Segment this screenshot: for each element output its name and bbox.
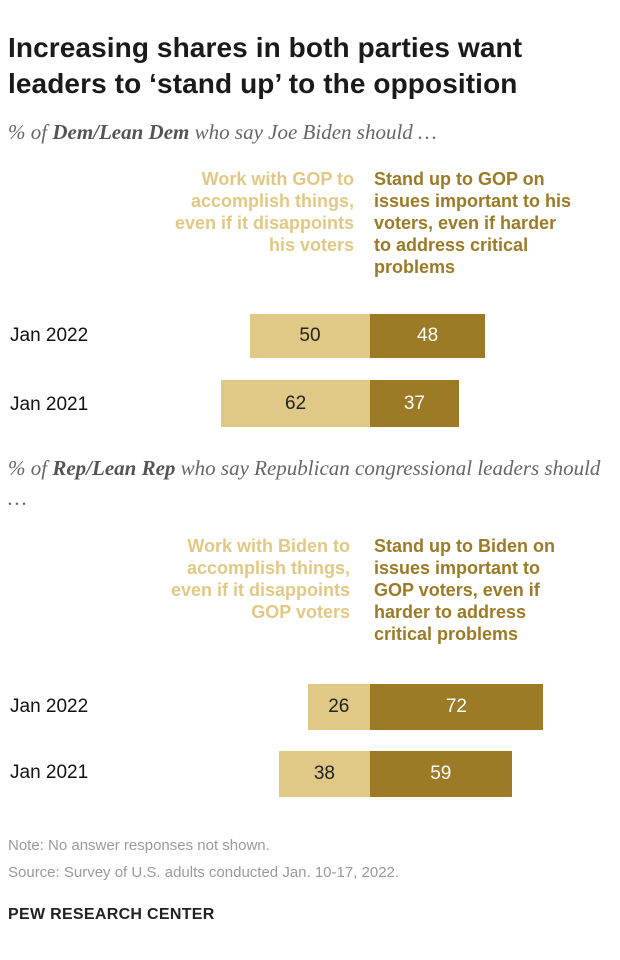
panel1-legend-left: Work with GOP to accomplish things, even… [94,168,354,256]
panel1-row-label-1: Jan 2022 [10,325,89,346]
legend-line: problems [374,257,456,277]
legend-line: critical problems [374,624,519,644]
bar-stand-up: 37 [370,380,459,427]
legend-line: Stand up to GOP on [374,169,545,189]
pew-logo-text: PEW RESEARCH CENTER [8,906,215,923]
bar-work-with: 38 [278,751,370,797]
panel2-subtitle-post: who say Republican congressional leaders… [8,456,601,510]
chart-title: Increasing shares in both parties want l… [8,32,523,99]
panel2-subtitle: % of Rep/Lean Rep who say Republican con… [8,453,612,513]
panel1-subtitle-pre: % of [8,120,53,144]
chart-note: Note: No answer responses not shown. [8,837,270,854]
bar-work-with: 26 [307,684,370,730]
legend-line: harder to address [374,602,527,622]
legend-line: GOP voters [251,602,350,622]
legend-line: even if it disappoints [174,213,354,233]
legend-line: voters, even if harder [374,213,557,233]
bar-work-with: 50 [250,314,370,358]
legend-line: GOP voters, even if [374,580,540,600]
legend-line: Stand up to Biden on [374,536,555,556]
panel1-subtitle-post: who say Joe Biden should … [189,120,437,144]
legend-line: his voters [268,235,354,255]
bar-stand-up: 48 [370,314,486,358]
panel2-subtitle-pre: % of [8,456,53,480]
legend-line: issues important to [374,558,541,578]
bar-work-with: 62 [221,380,370,427]
panel2-subtitle-group: Rep/Lean Rep [52,456,176,480]
panel2-row-label-2: Jan 2021 [10,762,89,783]
panel1-row-label-2: Jan 2021 [10,394,89,415]
legend-line: accomplish things, [186,558,350,578]
legend-line: Work with GOP to [201,169,354,189]
panel2-row-label-1: Jan 2022 [10,696,89,717]
bar-stand-up: 59 [370,751,512,797]
legend-line: issues important to his [374,191,572,211]
legend-line: Work with Biden to [187,536,350,556]
panel1-subtitle: % of Dem/Lean Dem who say Joe Biden shou… [8,117,608,147]
panel2-legend-left: Work with Biden to accomplish things, ev… [90,535,350,623]
legend-line: to address critical [374,235,529,255]
bar-stand-up: 72 [370,684,543,730]
legend-line: even if it disappoints [170,580,350,600]
panel1-legend-right: Stand up to GOP on issues important to h… [374,168,620,278]
legend-line: accomplish things, [190,191,354,211]
panel1-subtitle-group: Dem/Lean Dem [52,120,190,144]
chart-source: Source: Survey of U.S. adults conducted … [8,864,400,881]
panel2-legend-right: Stand up to Biden on issues important to… [374,535,620,645]
